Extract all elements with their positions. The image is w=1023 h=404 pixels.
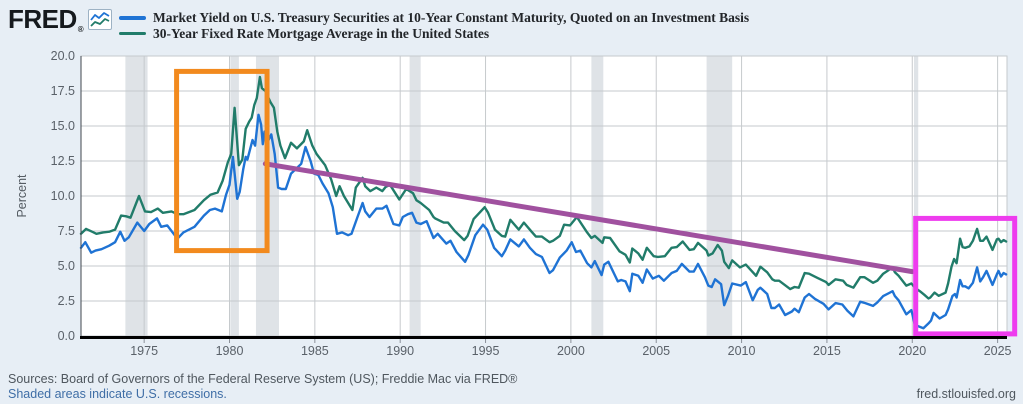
y-tick-label: 17.5 xyxy=(50,83,75,98)
x-tick-label: 1995 xyxy=(471,344,500,358)
x-tick-label: 1980 xyxy=(215,344,244,358)
series-line-mortgage-30y[interactable] xyxy=(79,75,1008,300)
series-line-treasury-10y[interactable] xyxy=(79,113,1008,330)
magenta-box-annotation xyxy=(913,215,1018,337)
recession-note-link[interactable]: Shaded areas indicate U.S. recessions. xyxy=(8,387,227,401)
x-tick-label: 2020 xyxy=(898,344,927,358)
x-tick-label: 1985 xyxy=(300,344,329,358)
y-tick-label: 2.5 xyxy=(57,293,75,308)
y-tick-label: 5.0 xyxy=(57,258,75,273)
legend-item-mortgage: 30-Year Fixed Rate Mortgage Average in t… xyxy=(119,25,749,41)
y-tick-label: 12.5 xyxy=(50,153,75,168)
y-tick-label: 15.0 xyxy=(50,118,75,133)
x-tick-label: 2000 xyxy=(556,344,585,358)
y-tick-label: 20.0 xyxy=(50,48,75,63)
y-tick-label: 10.0 xyxy=(50,188,75,203)
fred-url-text: fred.stlouisfed.org xyxy=(916,387,1016,401)
y-axis-title: Percent xyxy=(15,174,29,218)
x-tick-label: 2015 xyxy=(813,344,841,358)
x-tick-label: 2010 xyxy=(727,344,756,358)
legend-label-mortgage: 30-Year Fixed Rate Mortgage Average in t… xyxy=(153,25,490,41)
legend-item-treasury: Market Yield on U.S. Treasury Securities… xyxy=(119,11,749,25)
y-tick-label: 7.5 xyxy=(57,223,75,238)
mortgage-line-swatch xyxy=(119,31,146,35)
fred-logo-text: FRED xyxy=(8,4,77,34)
legend-label-treasury: Market Yield on U.S. Treasury Securities… xyxy=(153,10,750,25)
orange-box-annotation xyxy=(174,68,270,254)
sources-text: Sources: Board of Governors of the Feder… xyxy=(8,372,518,386)
chart-legend: Market Yield on U.S. Treasury Securities… xyxy=(119,11,749,42)
trendline-annotation xyxy=(262,161,915,275)
y-tick-label: 0.0 xyxy=(57,328,75,343)
registered-trademark: ® xyxy=(77,25,84,34)
x-tick-label: 2025 xyxy=(983,344,1012,358)
x-tick-label: 1975 xyxy=(130,344,159,358)
fred-logo[interactable]: FRED® xyxy=(8,4,84,34)
x-tick-label: 2005 xyxy=(642,344,671,358)
treasury-line-swatch xyxy=(119,16,146,20)
x-tick-label: 1990 xyxy=(386,344,415,358)
fred-sparkline-icon xyxy=(88,9,112,30)
